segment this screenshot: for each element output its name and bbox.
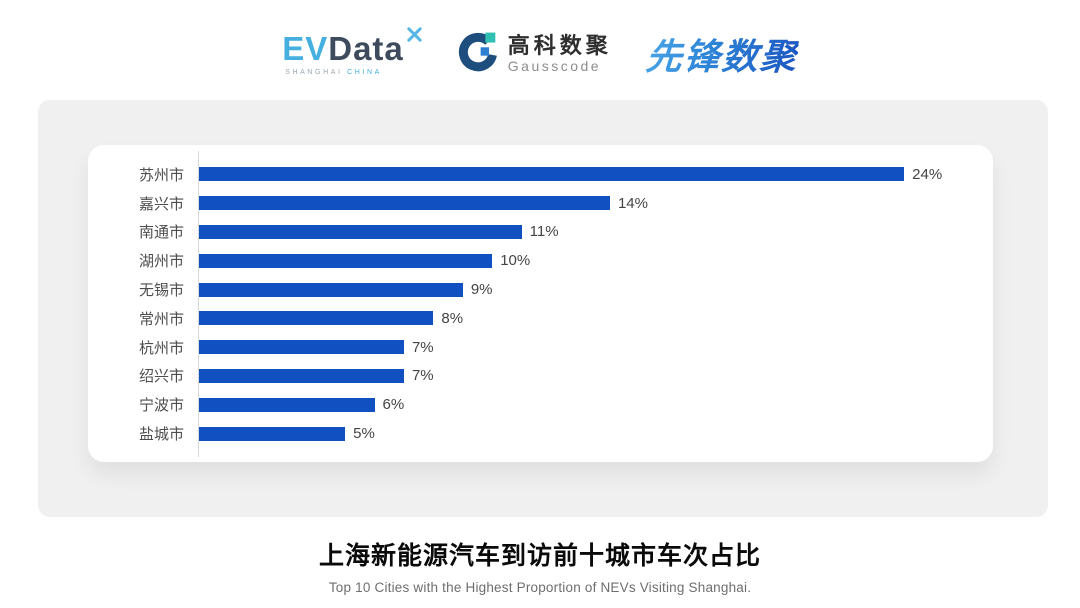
evdata-wordmark: EV Data: [282, 27, 423, 67]
category-label: 盐城市: [138, 426, 184, 444]
bar: [198, 167, 905, 182]
pioneer-logo: 先锋数聚: [644, 28, 800, 80]
category-label: 杭州市: [138, 339, 184, 357]
bar-row: 苏州市 24%: [88, 160, 963, 189]
bar-row: 常州市 8%: [88, 304, 963, 333]
gausscode-wordmark: 高科数聚 Gausscode: [508, 34, 612, 74]
evdata-x-icon: [406, 26, 423, 47]
value-label: 7%: [411, 338, 434, 356]
category-label: 无锡市: [138, 282, 184, 300]
value-label: 7%: [411, 367, 434, 385]
value-label: 14%: [617, 194, 648, 212]
caption: 上海新能源汽车到访前十城市车次占比 Top 10 Cities with the…: [0, 536, 1080, 595]
category-label: 苏州市: [138, 166, 184, 184]
logo-bar: EV Data SHANGHAI CHINA 高科数聚 Gausscode 先锋数…: [0, 0, 1080, 100]
bar: [198, 253, 493, 268]
evdata-ev-text: EV: [282, 30, 329, 67]
value-label: 9%: [470, 281, 493, 299]
evdata-tagline-shanghai: SHANGHAI: [285, 69, 343, 76]
category-label: 湖州市: [138, 253, 184, 271]
bar: [198, 397, 375, 412]
category-label: 嘉兴市: [138, 195, 184, 213]
value-label: 6%: [382, 396, 405, 414]
value-label: 10%: [500, 252, 531, 270]
bar-row: 杭州市 7%: [88, 333, 963, 362]
bar-track: 14%: [198, 189, 963, 218]
bar: [198, 368, 404, 383]
bar: [198, 224, 522, 239]
evdata-tagline: SHANGHAI CHINA: [285, 69, 382, 76]
value-label: 11%: [529, 223, 559, 241]
value-label: 8%: [441, 309, 464, 327]
value-label: 24%: [912, 165, 943, 183]
bar-row: 湖州市 10%: [88, 246, 963, 275]
bar-track: 7%: [198, 362, 963, 391]
evdata-logo: EV Data SHANGHAI CHINA: [282, 27, 423, 76]
bar-track: 7%: [198, 333, 963, 362]
category-label: 宁波市: [138, 397, 184, 415]
category-label: 常州市: [138, 310, 184, 328]
bar-track: 9%: [198, 275, 963, 304]
bar-row: 南通市 11%: [88, 218, 963, 247]
bar-row: 绍兴市 7%: [88, 362, 963, 391]
gausscode-cn-text: 高科数聚: [507, 33, 612, 59]
bar-track: 11%: [198, 218, 963, 247]
bar-track: 8%: [198, 304, 963, 333]
bar-row: 盐城市 5%: [88, 419, 963, 448]
bar: [198, 196, 610, 211]
bar-row: 宁波市 6%: [88, 390, 963, 419]
chart-title: 上海新能源汽车到访前十城市车次占比: [318, 542, 761, 570]
category-label: 绍兴市: [138, 368, 184, 386]
gausscode-logo: 高科数聚 Gausscode: [457, 31, 612, 78]
gausscode-g-icon: [457, 31, 499, 78]
bar: [198, 282, 463, 297]
bar-track: 5%: [198, 419, 963, 448]
bar: [198, 340, 404, 355]
bar-track: 24%: [198, 160, 963, 189]
bar-track: 6%: [198, 390, 963, 419]
bar: [198, 426, 346, 441]
value-label: 5%: [353, 425, 375, 443]
evdata-tagline-china: CHINA: [347, 69, 382, 76]
bar-track: 10%: [198, 246, 963, 275]
gausscode-en-text: Gausscode: [507, 58, 602, 75]
chart-subtitle: Top 10 Cities with the Highest Proportio…: [328, 580, 752, 595]
chart-panel: 苏州市 24% 嘉兴市 14% 南通市 11% 湖州市 10% 无锡市 9% 常州市 8% 杭州市 7% 绍…: [38, 100, 1048, 517]
bar-row: 无锡市 9%: [88, 275, 963, 304]
category-label: 南通市: [138, 224, 184, 242]
bar-chart: 苏州市 24% 嘉兴市 14% 南通市 11% 湖州市 10% 无锡市 9% 常州市 8% 杭州市 7% 绍…: [88, 151, 963, 457]
bar-row: 嘉兴市 14%: [88, 189, 963, 218]
bar: [198, 311, 434, 326]
evdata-data-text: Data: [328, 30, 404, 67]
chart-card: 苏州市 24% 嘉兴市 14% 南通市 11% 湖州市 10% 无锡市 9% 常州市 8% 杭州市 7% 绍…: [88, 145, 993, 462]
